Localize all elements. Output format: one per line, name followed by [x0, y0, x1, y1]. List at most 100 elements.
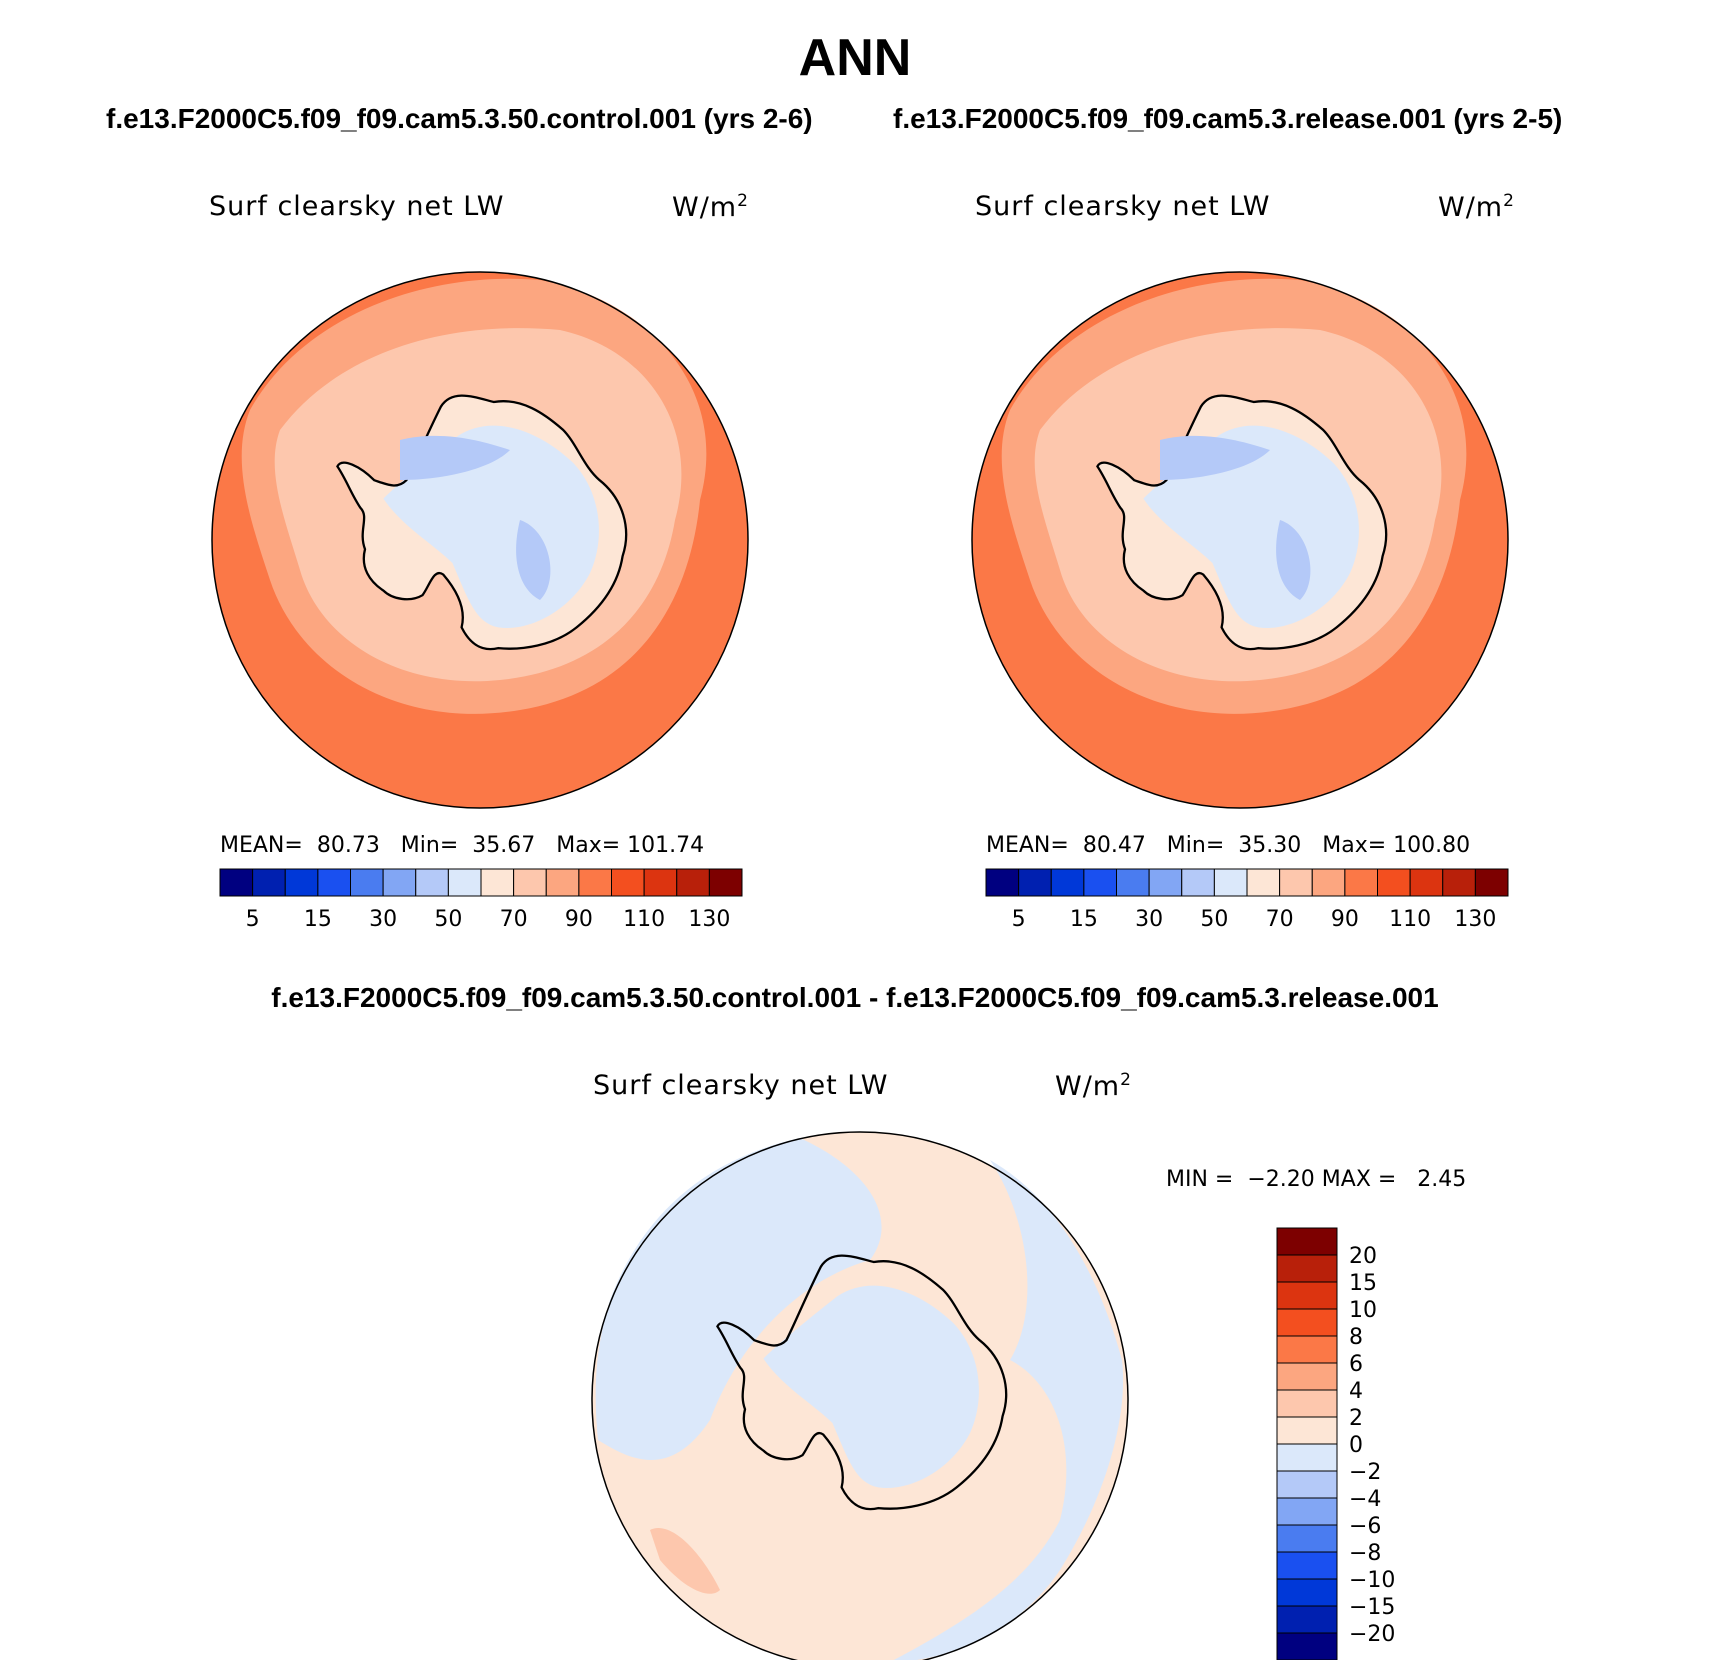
diff-colorbar-tick-label: −15 — [1349, 1595, 1395, 1620]
diff-colorbar-box — [1276, 1227, 1338, 1256]
right-colorbar-tick-label: 110 — [1389, 907, 1431, 932]
left-colorbar-box — [382, 868, 417, 897]
left-colorbar-tick-label: 110 — [623, 907, 665, 932]
diff-map-border — [591, 1131, 1129, 1660]
diff-colorbar-tick-label: −4 — [1349, 1487, 1381, 1512]
right-colorbar-box — [1116, 868, 1150, 897]
diff-colorbar-tick-label: −10 — [1349, 1568, 1395, 1593]
diff-colorbar-tick-label: 0 — [1349, 1433, 1363, 1458]
diff-colorbar-box — [1276, 1632, 1338, 1660]
left-colorbar-box — [643, 868, 678, 897]
right-colorbar-box — [1311, 868, 1346, 897]
left-map-band-50 — [400, 435, 510, 480]
diff-colorbar-box — [1276, 1605, 1338, 1634]
right-map-band-50 — [1160, 435, 1270, 480]
right-colorbar-tick-label: 30 — [1135, 907, 1163, 932]
diff-colorbar-box — [1276, 1443, 1338, 1472]
left-colorbar-box — [545, 868, 580, 897]
right-colorbar-box — [1279, 868, 1313, 897]
right-colorbar-box — [1050, 868, 1085, 897]
left-colorbar-box — [578, 868, 612, 897]
diff-colorbar-box — [1276, 1578, 1338, 1607]
right-polar-map — [971, 271, 1509, 809]
left-map-band-50b — [516, 520, 551, 600]
right-colorbar-tick-label: 130 — [1454, 907, 1496, 932]
diff-colorbar-box — [1276, 1281, 1338, 1310]
right-colorbar-box — [1344, 868, 1378, 897]
diff-stats: MIN = −2.20 MAX = 2.45 — [1166, 1167, 1467, 1192]
right-colorbar-box — [1377, 868, 1411, 897]
left-colorbar-box — [513, 868, 547, 897]
diff-colorbar-tick-label: 6 — [1349, 1352, 1363, 1377]
left-polar-map — [211, 271, 749, 809]
right-map-band-50b — [1276, 520, 1311, 600]
diff-map-negative-east — [893, 1160, 1124, 1660]
left-colorbar-tick-label: 5 — [246, 907, 260, 932]
left-colorbar-box — [350, 868, 384, 897]
diff-colorbar-box — [1276, 1362, 1338, 1391]
right-colorbar-box — [1148, 868, 1183, 897]
left-colorbar-box — [447, 868, 482, 897]
diff-variable-label: Surf clearsky net LW — [593, 1070, 889, 1101]
right-colorbar-box — [1018, 868, 1052, 897]
left-colorbar-tick-label: 30 — [369, 907, 397, 932]
left-variable-label: Surf clearsky net LW — [209, 191, 505, 222]
diff-colorbar-tick-label: 10 — [1349, 1298, 1377, 1323]
diff-colorbar-box — [1276, 1254, 1338, 1283]
left-colorbar-box — [415, 868, 449, 897]
right-case-title: f.e13.F2000C5.f09_f09.cam5.3.release.001… — [893, 103, 1563, 134]
left-colorbar-tick-label: 130 — [688, 907, 730, 932]
right-variable-label: Surf clearsky net LW — [975, 191, 1271, 222]
diff-colorbar-tick-label: 4 — [1349, 1379, 1363, 1404]
left-colorbar-box — [317, 868, 351, 897]
diff-colorbar-tick-label: 8 — [1349, 1325, 1363, 1350]
right-colorbar-box — [1213, 868, 1248, 897]
figure-title: ANN — [798, 29, 912, 87]
right-colorbar: 5 15 30 50 70 90 110 130 — [985, 868, 1509, 932]
left-colorbar-tick-label: 70 — [500, 907, 528, 932]
diff-colorbar-box — [1276, 1416, 1338, 1445]
right-colorbar-box — [1474, 868, 1509, 897]
diff-colorbar-tick-label: −8 — [1349, 1541, 1381, 1566]
left-colorbar-tick-label: 50 — [434, 907, 462, 932]
diff-colorbar-box — [1276, 1470, 1338, 1499]
right-units-label: W/m2 — [1438, 191, 1515, 223]
right-colorbar-box — [1442, 868, 1476, 897]
left-colorbar-box — [676, 868, 710, 897]
right-colorbar-tick-label: 70 — [1266, 907, 1294, 932]
right-colorbar-tick-label: 50 — [1200, 907, 1228, 932]
diff-units-label: W/m2 — [1055, 1070, 1132, 1102]
left-colorbar: 5 15 30 50 70 90 110 130 — [219, 868, 743, 932]
diff-colorbar-box — [1276, 1524, 1338, 1553]
diff-colorbar-tick-label: 15 — [1349, 1271, 1377, 1296]
left-units-label: W/m2 — [672, 191, 749, 223]
left-colorbar-box — [708, 868, 743, 897]
left-colorbar-box — [219, 868, 254, 897]
right-colorbar-box — [1246, 868, 1281, 897]
left-case-title: f.e13.F2000C5.f09_f09.cam5.3.50.control.… — [106, 103, 813, 134]
diff-polar-map — [591, 1131, 1129, 1660]
right-map-border — [971, 271, 1509, 809]
diff-colorbar-tick-label: 2 — [1349, 1406, 1363, 1431]
diff-colorbar-box — [1276, 1389, 1338, 1418]
right-colorbar-box — [1083, 868, 1117, 897]
left-stats: MEAN= 80.73 Min= 35.67 Max= 101.74 — [220, 833, 705, 858]
left-colorbar-box — [480, 868, 515, 897]
right-colorbar-box — [1181, 868, 1215, 897]
diff-colorbar-tick-label: 20 — [1349, 1244, 1377, 1269]
diff-colorbar-box — [1276, 1497, 1338, 1526]
right-colorbar-box — [985, 868, 1020, 897]
left-colorbar-box — [284, 868, 319, 897]
diff-colorbar-box — [1276, 1308, 1338, 1337]
left-colorbar-box — [611, 868, 645, 897]
left-colorbar-tick-label: 90 — [565, 907, 593, 932]
diff-map-negative-west — [595, 1138, 882, 1460]
right-colorbar-tick-label: 15 — [1070, 907, 1098, 932]
diff-colorbar-tick-label: −20 — [1349, 1622, 1395, 1647]
diff-colorbar-tick-label: −6 — [1349, 1514, 1381, 1539]
diff-colorbar-box — [1276, 1551, 1338, 1580]
left-colorbar-tick-label: 15 — [304, 907, 332, 932]
difference-title: f.e13.F2000C5.f09_f09.cam5.3.50.control.… — [271, 982, 1439, 1013]
